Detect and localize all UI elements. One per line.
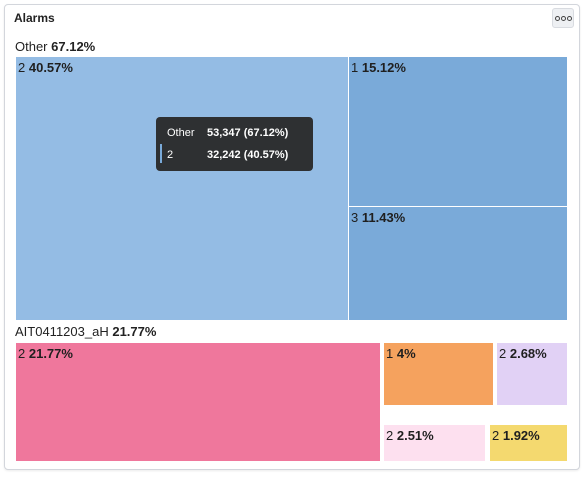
cell-percent: 15.12% — [361, 60, 406, 75]
cell-percent: 11.43% — [361, 210, 406, 225]
cell-name: 2 — [18, 346, 26, 361]
tooltip-row-name: 2 — [167, 149, 174, 161]
group-name: AIT0411203_aH — [15, 324, 109, 339]
cell-percent: 4% — [396, 346, 416, 361]
treemap-cell-label: 2 2.51% — [386, 428, 434, 443]
tooltip-row: Other 53,347 (67.12%) — [167, 125, 305, 141]
treemap-cell[interactable]: 3 11.43% — [349, 207, 567, 320]
treemap-cell-label: 2 2.68% — [499, 346, 547, 361]
cell-name: 2 — [18, 60, 26, 75]
treemap-cell-label: 2 21.77% — [18, 346, 73, 361]
treemap-cell[interactable]: 1 15.12% — [349, 57, 567, 206]
cell-name: 1 — [351, 60, 359, 75]
cell-name: 2 — [499, 346, 507, 361]
group-name: Other — [15, 39, 48, 54]
treemap-cell-label: 1 15.12% — [351, 60, 406, 75]
group-percent: 67.12% — [51, 39, 96, 54]
cell-percent: 2.51% — [396, 428, 434, 443]
cell-percent: 2.68% — [509, 346, 547, 361]
treemap-cell[interactable]: 2 21.77% — [16, 343, 380, 461]
treemap-cell[interactable]: 1 4% — [384, 343, 493, 405]
treemap-cell[interactable]: 2 1.92% — [490, 425, 567, 461]
cell-percent: 21.77% — [28, 346, 73, 361]
panel-title: Alarms — [14, 11, 55, 25]
treemap-cell[interactable]: 2 2.68% — [497, 343, 567, 405]
cell-percent: 1.92% — [502, 428, 540, 443]
cell-name: 3 — [351, 210, 359, 225]
tooltip-series-marker — [160, 144, 162, 163]
cell-name: 1 — [386, 346, 394, 361]
tooltip-row-value: 53,347 (67.12%) — [207, 127, 289, 139]
treemap-cell[interactable]: 2 2.51% — [384, 425, 485, 461]
treemap-cell-label: 1 4% — [386, 346, 416, 361]
treemap-cell-label: 2 1.92% — [492, 428, 540, 443]
ellipsis-icon[interactable] — [552, 8, 574, 28]
treemap-cell-label: 3 11.43% — [351, 210, 405, 225]
treemap-group-label: AIT0411203_aH 21.77% — [15, 324, 156, 339]
cell-name: 2 — [386, 428, 394, 443]
tooltip-row-value: 32,242 (40.57%) — [207, 149, 289, 161]
group-percent: 21.77% — [112, 324, 157, 339]
cell-percent: 40.57% — [28, 60, 73, 75]
cell-name: 2 — [492, 428, 500, 443]
treemap-group-label: Other 67.12% — [15, 39, 95, 54]
treemap-cell-label: 2 40.57% — [18, 60, 73, 75]
tooltip-row: 2 32,242 (40.57%) — [167, 147, 305, 163]
treemap-cell[interactable]: 2 40.57% — [16, 57, 348, 320]
tooltip-row-name: Other — [167, 127, 195, 139]
chart-tooltip: Other 53,347 (67.12%) 2 32,242 (40.57%) — [156, 117, 313, 171]
